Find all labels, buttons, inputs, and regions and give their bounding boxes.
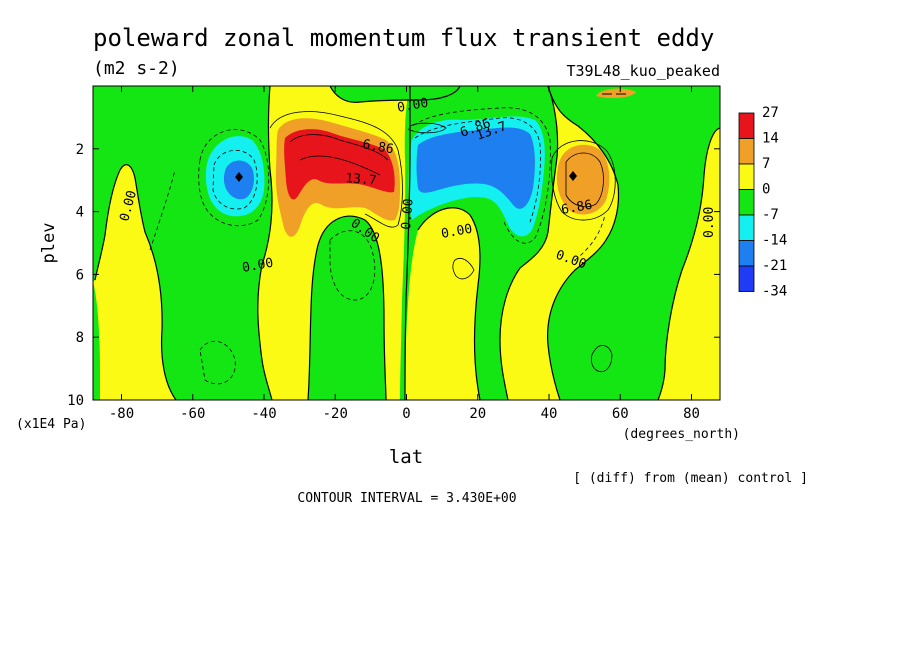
- x-axis: -80 -60 -40 -20 0 20 40 60 80: [109, 86, 700, 422]
- field-negative-polar-sw: [93, 282, 100, 400]
- field-positive-west-red: [284, 129, 395, 200]
- contour-label: 0.00: [241, 256, 274, 276]
- colorbar-label: -34: [762, 284, 787, 300]
- diff-note: [ (diff) from (mean) control ]: [573, 471, 808, 486]
- x-tick-label: 20: [469, 406, 486, 422]
- zero-contour-lines: [94, 86, 720, 400]
- contour-label: 6.86: [560, 198, 593, 218]
- contour-label: 13.7: [345, 171, 378, 189]
- colorbar-label: -14: [762, 233, 787, 249]
- x-tick-label: -60: [180, 406, 205, 422]
- x-tick-label: 80: [683, 406, 700, 422]
- extremum-markers: [235, 93, 626, 182]
- contour-label: 0.00: [702, 207, 717, 238]
- plot-area: 0.00 0.00 0.00 0.00 0.00 0.00 0.00 0.00 …: [93, 86, 720, 400]
- colorbar-swatch: [738, 265, 755, 292]
- colorbar-swatch: [738, 163, 755, 190]
- colorbar-label: -21: [762, 258, 787, 274]
- run-label: T39L48_kuo_peaked: [566, 62, 720, 80]
- field-negative-east-blue: [416, 127, 535, 209]
- contour-labels: 0.00 0.00 0.00 0.00 0.00 0.00 0.00 0.00 …: [117, 96, 717, 276]
- colorbar-swatch: [738, 240, 755, 267]
- field-negative-central: [308, 216, 386, 400]
- field-negative-top-centre: [330, 86, 460, 103]
- colorbar-label: 27: [762, 105, 779, 121]
- colorbar: 27 14 7 0 -7 -14 -21 -34: [738, 105, 787, 300]
- colorbar-label: 7: [762, 156, 770, 172]
- y-axis: 2 4 6 8 10: [67, 142, 720, 409]
- x-tick-label: 60: [612, 406, 629, 422]
- x-tick-label: 40: [541, 406, 558, 422]
- maximum-marker: [569, 171, 577, 181]
- y-tick-label: 10: [67, 393, 84, 409]
- x-axis-title: lat: [389, 446, 423, 468]
- x-tick-label: 0: [402, 406, 410, 422]
- contour-label: 0.00: [399, 198, 417, 231]
- colorbar-label: 0: [762, 182, 770, 198]
- chart-title: poleward zonal momentum flux transient e…: [93, 24, 714, 52]
- y-tick-label: 2: [76, 142, 84, 158]
- x-tick-label: -40: [251, 406, 276, 422]
- colorbar-swatch: [738, 189, 755, 216]
- colorbar-label: -7: [762, 207, 779, 223]
- y-tick-label: 8: [76, 330, 84, 346]
- contour-interval: CONTOUR INTERVAL = 3.430E+00: [297, 491, 516, 506]
- x-tick-label: -80: [109, 406, 134, 422]
- colorbar-swatch: [738, 214, 755, 241]
- minimum-marker: [235, 172, 243, 182]
- field-positive-top-orange: [596, 88, 636, 99]
- contour-label: 0.00: [396, 96, 429, 116]
- y-tick-label: 4: [76, 205, 84, 221]
- x-axis-units: (degrees_north): [623, 427, 740, 442]
- contour-label: 6.86: [361, 137, 394, 157]
- y-tick-label: 6: [76, 267, 84, 283]
- x-tick-label: -20: [323, 406, 348, 422]
- colorbar-swatch: [738, 138, 755, 165]
- y-axis-units: (x1E4 Pa): [16, 417, 86, 432]
- y-axis-title: plev: [39, 223, 59, 264]
- contour-label: 0.00: [440, 222, 473, 242]
- negative-contour-lines: [149, 107, 606, 385]
- chart-units: (m2 s-2): [93, 58, 180, 79]
- colorbar-swatch: [738, 112, 755, 139]
- field-negative-far-east: [547, 86, 720, 400]
- field-positive-east-orange: [556, 144, 610, 215]
- positive-contour-lines: [269, 111, 616, 372]
- colorbar-label: 14: [762, 131, 779, 147]
